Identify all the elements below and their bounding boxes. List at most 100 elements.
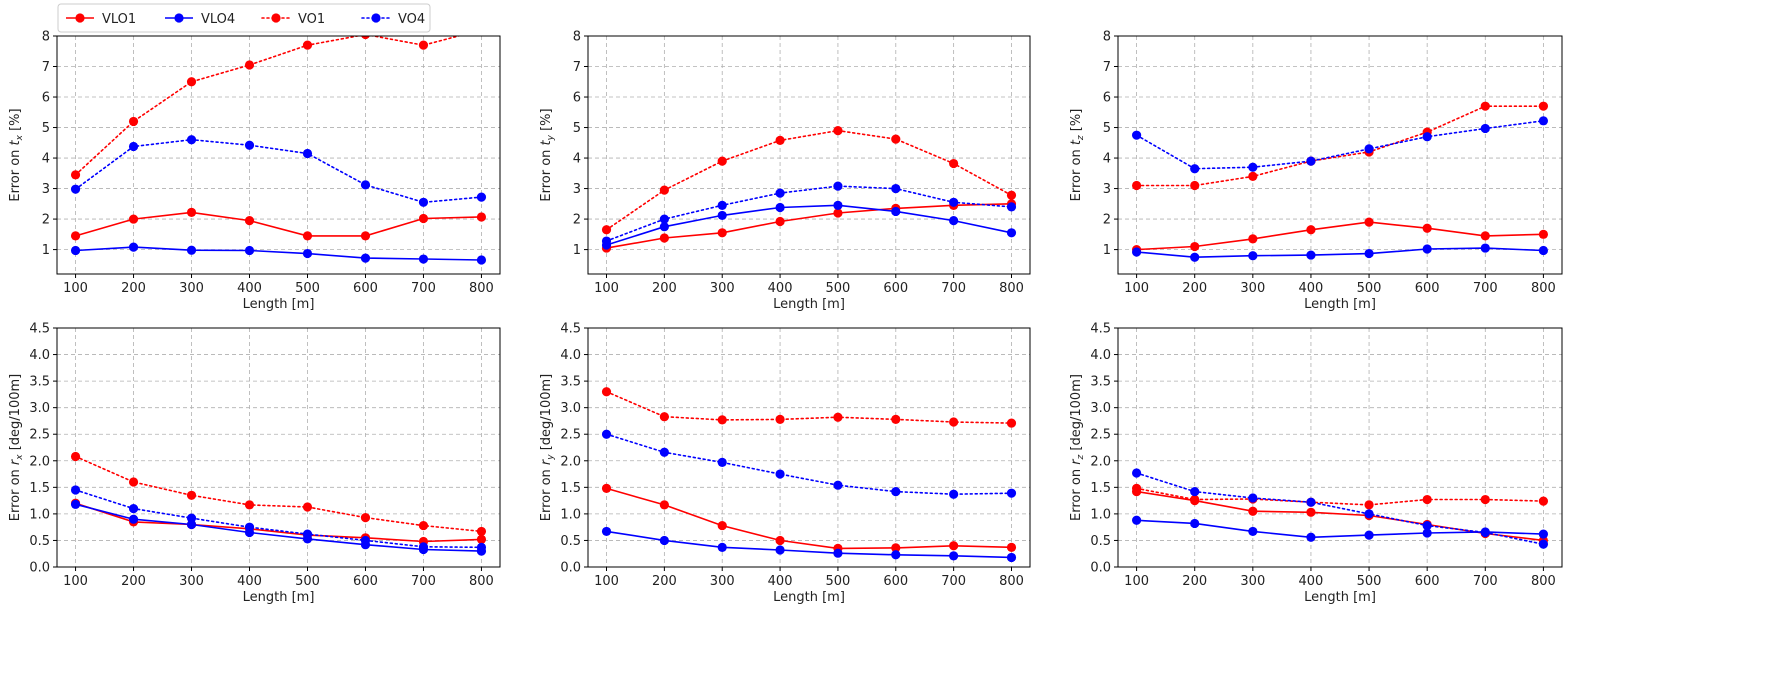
- x-tick-label: 800: [469, 574, 494, 589]
- subplot-4: 100 200 300 400 500 600 700 800 0.0 0.5 1.0 1.5 2.0 2…: [8, 322, 501, 605]
- y-tick-label: 3.0: [1090, 401, 1111, 416]
- data-point-vo4: [302, 148, 313, 159]
- x-tick-label: 500: [1357, 574, 1382, 589]
- series-line-vlo1: [606, 203, 1012, 249]
- series-vo1: [601, 387, 1017, 428]
- x-tick-label: 600: [1415, 574, 1440, 589]
- y-tick-label: 4: [573, 152, 581, 167]
- x-tick-label: 800: [999, 574, 1024, 589]
- data-point-vo4: [601, 236, 612, 246]
- y-tick-label: 4.0: [29, 348, 50, 363]
- y-tick-label: 3.5: [1090, 375, 1111, 390]
- series-vo1: [70, 25, 486, 180]
- data-point-vo4: [476, 192, 487, 202]
- x-tick-label: 400: [1299, 281, 1324, 296]
- legend-entry-vlo1: VLO1: [66, 12, 136, 27]
- data-point-vo4: [717, 200, 727, 210]
- y-tick-label: 8: [42, 30, 50, 45]
- legend-marker-vlo4: [174, 13, 184, 23]
- x-tick-label: 600: [353, 281, 378, 296]
- data-point-vlo4: [1006, 228, 1017, 238]
- data-point-vo1: [361, 36, 370, 40]
- x-tick-label: 600: [353, 574, 378, 589]
- x-tick-label: 400: [768, 574, 793, 589]
- y-tick-label: 2.0: [560, 454, 581, 469]
- data-point-vo1: [1006, 418, 1017, 428]
- x-axis-label: Length [m]: [1304, 590, 1376, 605]
- data-point-vo4: [244, 140, 255, 150]
- y-tick-label: 3.5: [560, 375, 581, 390]
- data-point-vo1: [601, 225, 612, 235]
- x-tick-label: 100: [594, 281, 619, 296]
- y-tick-label: 1.0: [1090, 507, 1111, 522]
- data-point-vo4: [1364, 509, 1374, 519]
- y-axis-label: Error on ty [%]: [539, 108, 556, 201]
- legend-label-vo4: VO4: [398, 12, 425, 27]
- data-point-vlo4: [1538, 529, 1549, 539]
- legend: VLO1 VLO4 VO1 VO4: [57, 3, 431, 33]
- data-point-vo1: [302, 502, 313, 512]
- data-point-vlo4: [302, 248, 313, 259]
- x-axis-label: Length [m]: [773, 590, 845, 605]
- y-tick-label: 5: [1103, 121, 1111, 136]
- series-vo4: [70, 135, 487, 207]
- series-line-vlo4: [606, 204, 1012, 246]
- data-point-vo4: [717, 457, 727, 467]
- y-axis-label: Error on tx [%]: [8, 108, 25, 201]
- series-vlo1: [1131, 217, 1549, 255]
- data-point-vo4: [833, 181, 843, 191]
- data-point-vo4: [1422, 132, 1432, 142]
- x-tick-label: 700: [1473, 281, 1498, 296]
- data-point-vo4: [1248, 162, 1258, 172]
- data-point-vo4: [1131, 468, 1142, 478]
- x-tick-label: 100: [1124, 281, 1149, 296]
- x-tick-label: 200: [1182, 574, 1207, 589]
- data-point-vo1: [476, 526, 487, 537]
- y-tick-label: 8: [1103, 30, 1111, 45]
- data-point-vlo4: [717, 210, 727, 221]
- x-tick-label: 300: [710, 574, 735, 589]
- y-axis-label: Error on rx [deg/100m]: [8, 374, 25, 521]
- data-point-vlo4: [949, 551, 959, 561]
- data-point-vo1: [418, 40, 429, 50]
- data-point-vo4: [659, 214, 669, 224]
- x-tick-label: 400: [768, 281, 793, 296]
- data-point-vo4: [1190, 164, 1200, 174]
- data-point-vo4: [1306, 497, 1316, 507]
- data-point-vlo1: [1006, 542, 1017, 552]
- y-tick-label: 1: [573, 243, 581, 258]
- data-point-vlo4: [476, 255, 487, 265]
- data-point-vlo4: [1422, 528, 1432, 538]
- x-tick-label: 700: [941, 281, 966, 296]
- x-tick-label: 300: [179, 281, 204, 296]
- x-tick-label: 600: [1415, 281, 1440, 296]
- data-point-vlo1: [128, 214, 139, 224]
- y-tick-label: 2: [42, 213, 50, 228]
- series-vo4: [1131, 468, 1549, 549]
- data-point-vo4: [949, 489, 959, 499]
- data-point-vo1: [477, 25, 486, 34]
- legend-marker-vo4: [371, 13, 381, 23]
- data-point-vo4: [1131, 130, 1142, 140]
- y-tick-label: 5: [42, 121, 50, 136]
- data-point-vo4: [949, 197, 959, 207]
- data-point-vo1: [128, 477, 139, 487]
- axes-frame: [1117, 35, 1563, 275]
- x-tick-label: 200: [121, 574, 146, 589]
- data-point-vlo1: [1480, 231, 1490, 241]
- series-vlo4: [1131, 243, 1549, 262]
- data-point-vo1: [1538, 496, 1549, 506]
- y-tick-label: 1.0: [29, 507, 50, 522]
- series-vlo4: [601, 200, 1017, 250]
- data-point-vo1: [891, 134, 901, 144]
- data-point-vlo4: [1480, 243, 1490, 253]
- data-point-vlo1: [476, 212, 487, 222]
- data-point-vlo4: [1364, 248, 1374, 259]
- series-vo4: [1131, 116, 1549, 174]
- data-point-vo1: [70, 451, 81, 462]
- y-tick-label: 4: [1103, 152, 1111, 167]
- data-point-vlo4: [1131, 247, 1142, 257]
- data-point-vo1: [1248, 171, 1258, 181]
- data-point-vo1: [1131, 483, 1142, 493]
